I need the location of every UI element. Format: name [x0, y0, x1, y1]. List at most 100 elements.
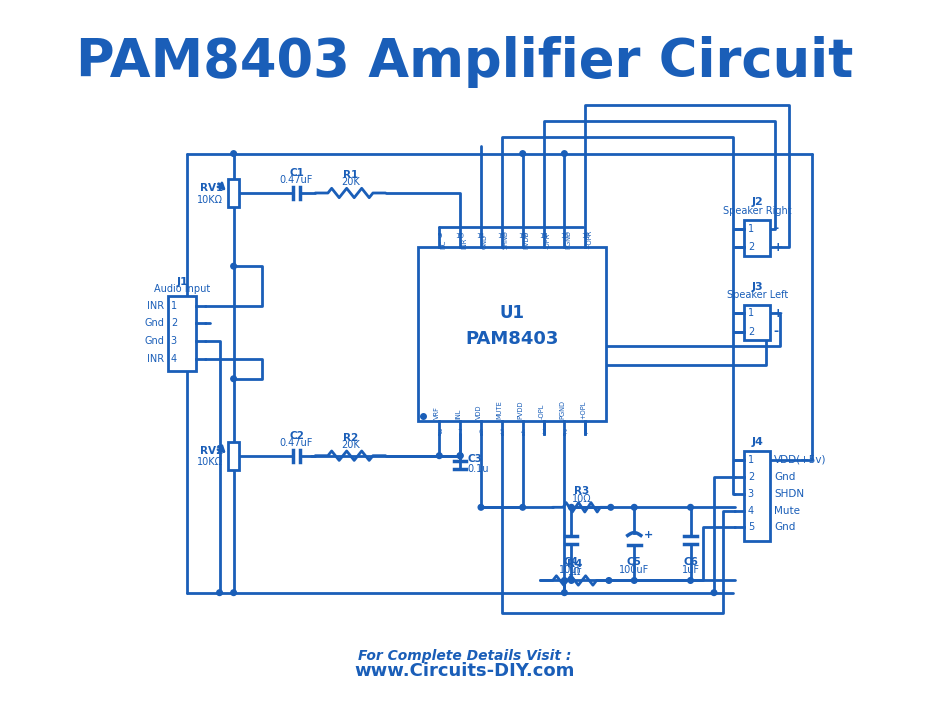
- Circle shape: [457, 453, 462, 459]
- Text: +: +: [772, 241, 783, 254]
- Bar: [743, 220, 769, 256]
- Text: PAM8403 Amplifier Circuit: PAM8403 Amplifier Circuit: [76, 36, 852, 88]
- Text: C2: C2: [289, 431, 303, 441]
- Text: 10KΩ: 10KΩ: [197, 457, 223, 467]
- Text: R4: R4: [566, 559, 582, 570]
- Text: Gnd: Gnd: [144, 318, 164, 328]
- Text: Gnd: Gnd: [144, 336, 164, 346]
- Text: -OPL: -OPL: [538, 404, 544, 419]
- Circle shape: [631, 577, 637, 583]
- Text: 4: 4: [747, 505, 753, 516]
- Text: 1: 1: [171, 300, 176, 310]
- Circle shape: [230, 150, 236, 156]
- Text: 1uF: 1uF: [681, 565, 699, 575]
- Text: 15: 15: [560, 233, 568, 239]
- Text: 2: 2: [747, 243, 754, 253]
- Circle shape: [687, 505, 692, 510]
- Text: R1: R1: [342, 170, 357, 180]
- Text: PAM8403: PAM8403: [465, 330, 559, 348]
- Text: VDD: VDD: [475, 405, 482, 419]
- Text: C3: C3: [467, 454, 482, 464]
- Text: PGND: PGND: [559, 400, 565, 419]
- Text: www.Circuits-DIY.com: www.Circuits-DIY.com: [354, 662, 574, 680]
- Text: 0.47uF: 0.47uF: [279, 176, 313, 186]
- Text: SHDN: SHDN: [773, 489, 804, 499]
- Text: PVDD: PVDD: [523, 231, 529, 249]
- Text: RV1: RV1: [200, 184, 223, 193]
- Circle shape: [216, 590, 222, 595]
- Text: 3: 3: [171, 336, 176, 346]
- Text: Gnd: Gnd: [773, 523, 794, 533]
- Circle shape: [230, 376, 236, 382]
- Text: 1: 1: [747, 224, 753, 234]
- Text: 10uF: 10uF: [559, 565, 583, 575]
- Text: C4: C4: [563, 557, 578, 567]
- Text: 7: 7: [458, 429, 462, 436]
- Text: 11: 11: [476, 233, 485, 239]
- Text: Gnd: Gnd: [773, 472, 794, 482]
- Text: 10KΩ: 10KΩ: [197, 194, 223, 204]
- Circle shape: [520, 150, 525, 156]
- Text: J3: J3: [751, 282, 762, 292]
- Text: VDD(+5v): VDD(+5v): [773, 455, 826, 465]
- Text: +: +: [772, 307, 783, 320]
- Bar: [743, 305, 769, 341]
- Text: INR: INR: [460, 238, 467, 249]
- Text: 13: 13: [518, 233, 526, 239]
- Bar: [168, 296, 196, 372]
- Text: SHND: SHND: [502, 230, 509, 249]
- Text: +: +: [643, 529, 652, 539]
- Text: +OPR: +OPR: [586, 230, 591, 249]
- Circle shape: [561, 590, 567, 595]
- Text: -OPR: -OPR: [544, 233, 550, 249]
- Text: 20K: 20K: [341, 177, 359, 187]
- Circle shape: [631, 505, 637, 510]
- Circle shape: [478, 505, 483, 510]
- Text: 4: 4: [520, 429, 524, 436]
- Text: -: -: [772, 222, 778, 235]
- Text: 9: 9: [436, 233, 441, 239]
- Text: 100uF: 100uF: [618, 565, 649, 575]
- Text: PGND: PGND: [565, 230, 571, 249]
- Text: -: -: [772, 325, 778, 338]
- Text: J4: J4: [751, 437, 762, 447]
- Circle shape: [607, 505, 612, 510]
- Text: C6: C6: [682, 557, 697, 567]
- Text: 3: 3: [747, 489, 753, 499]
- Text: R3: R3: [574, 486, 588, 496]
- Text: Speaker Right: Speaker Right: [722, 205, 791, 215]
- Text: +OPL: +OPL: [580, 401, 586, 419]
- Circle shape: [568, 505, 574, 510]
- Text: J1: J1: [176, 276, 187, 287]
- Circle shape: [230, 264, 236, 269]
- Text: INR: INR: [147, 300, 164, 310]
- Bar: [743, 451, 769, 541]
- Text: 6: 6: [478, 429, 483, 436]
- Text: 5: 5: [747, 523, 754, 533]
- Text: 1: 1: [747, 308, 753, 318]
- Circle shape: [561, 150, 567, 156]
- Text: 4: 4: [171, 354, 176, 364]
- Text: 16: 16: [580, 233, 589, 239]
- Text: 5: 5: [499, 429, 504, 436]
- Text: 12: 12: [496, 233, 506, 239]
- Text: R2: R2: [342, 433, 357, 443]
- Text: 20K: 20K: [341, 440, 359, 450]
- Text: INL: INL: [455, 409, 460, 419]
- Text: 0.47uF: 0.47uF: [279, 438, 313, 448]
- Text: 10: 10: [455, 233, 464, 239]
- Circle shape: [687, 577, 692, 583]
- Circle shape: [568, 577, 574, 583]
- Text: U1: U1: [499, 305, 524, 323]
- Text: RV2: RV2: [200, 446, 223, 456]
- Text: Audio Input: Audio Input: [154, 284, 210, 294]
- Bar: [227, 441, 239, 469]
- Text: 2: 2: [747, 472, 754, 482]
- Circle shape: [605, 577, 611, 583]
- Text: 0.1u: 0.1u: [467, 464, 489, 474]
- Text: J2: J2: [751, 197, 762, 207]
- Circle shape: [457, 453, 462, 459]
- Text: For Complete Details Visit :: For Complete Details Visit :: [357, 649, 571, 663]
- Text: GND: GND: [482, 234, 487, 249]
- Text: NC: NC: [440, 240, 445, 249]
